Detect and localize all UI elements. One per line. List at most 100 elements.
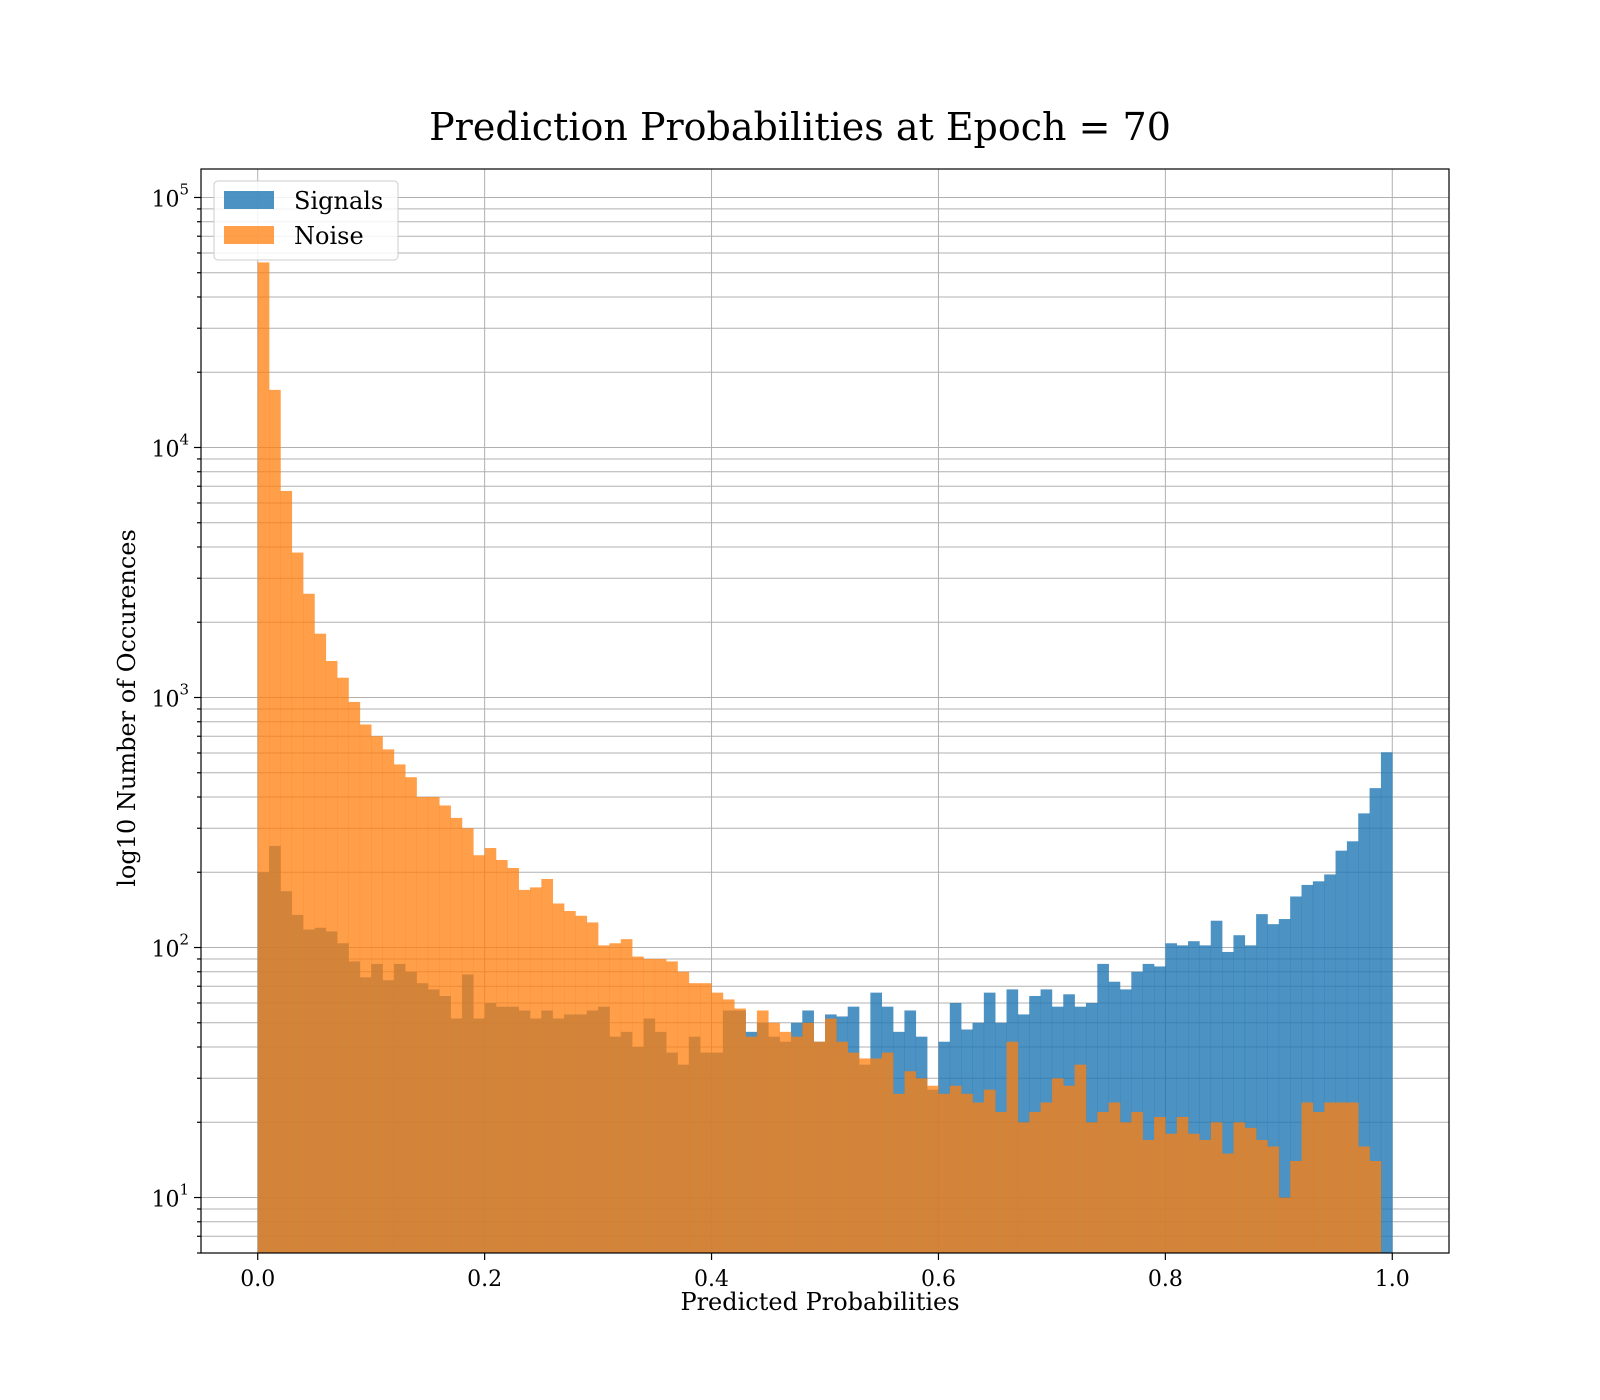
bar-signals	[1335, 850, 1348, 1253]
bar-noise	[972, 1102, 985, 1253]
bar-noise	[1199, 1139, 1212, 1253]
series-noise	[257, 262, 1382, 1254]
bar-noise	[1301, 1102, 1314, 1253]
bar-noise	[802, 1022, 814, 1253]
bar-signals	[1199, 945, 1212, 1253]
bar-noise	[1119, 1122, 1132, 1253]
bar-noise	[1097, 1111, 1109, 1253]
bar-noise	[609, 943, 622, 1253]
bar-noise	[1029, 1111, 1041, 1253]
bar-noise	[484, 848, 497, 1253]
bar-noise	[1335, 1102, 1348, 1253]
bar-signals	[1267, 924, 1280, 1253]
bar-noise	[269, 389, 281, 1254]
bar-noise	[473, 855, 485, 1253]
bar-noise	[1324, 1102, 1336, 1253]
bar-signals	[1256, 914, 1268, 1253]
bar-noise	[825, 1018, 837, 1253]
bar-noise	[1267, 1146, 1280, 1253]
bar-noise	[722, 999, 735, 1253]
bar-signals	[1244, 945, 1257, 1253]
bar-noise	[1085, 1122, 1098, 1253]
bar-noise	[893, 1093, 905, 1253]
bar-noise	[314, 633, 327, 1253]
bar-noise	[677, 971, 690, 1253]
bar-signals	[1290, 896, 1302, 1253]
bar-signals	[1380, 752, 1393, 1253]
bar-signals	[1312, 881, 1325, 1253]
bar-noise	[1256, 1139, 1268, 1253]
bar-noise	[348, 701, 361, 1253]
bar-noise	[325, 660, 338, 1253]
bar-noise	[1040, 1102, 1053, 1253]
bar-noise	[382, 749, 395, 1253]
bar-noise	[359, 724, 372, 1253]
bar-noise	[507, 868, 519, 1253]
bar-noise	[1233, 1122, 1246, 1253]
bar-signals	[1119, 989, 1132, 1253]
bar-noise	[495, 859, 508, 1253]
bar-noise	[700, 983, 712, 1253]
bar-noise	[575, 915, 588, 1253]
bar-noise	[1358, 1146, 1370, 1253]
bar-noise	[427, 797, 440, 1253]
bar-signals	[1188, 941, 1200, 1253]
bar-noise	[1176, 1116, 1189, 1253]
bar-noise	[518, 889, 531, 1253]
bar-signals	[1165, 943, 1178, 1253]
bar-noise	[598, 945, 610, 1253]
x-tick-label: 0.4	[694, 1267, 729, 1292]
bar-noise	[586, 922, 599, 1253]
histogram-bars	[257, 262, 1393, 1254]
x-tick-label: 0.0	[240, 1267, 275, 1292]
bar-noise	[337, 677, 349, 1253]
y-tick-label: 105	[151, 180, 189, 212]
bar-noise	[813, 1041, 826, 1253]
bar-noise	[643, 958, 656, 1253]
bar-noise	[620, 939, 633, 1253]
bar-signals	[1176, 945, 1189, 1253]
legend-label-signals: Signals	[294, 187, 383, 215]
chart-title: Prediction Probabilities at Epoch = 70	[429, 105, 1171, 149]
bar-noise	[756, 1010, 769, 1253]
bar-noise	[1188, 1133, 1200, 1253]
bar-noise	[450, 817, 463, 1253]
bar-noise	[711, 992, 724, 1253]
bar-noise	[915, 1078, 928, 1253]
legend-swatch-signals	[224, 191, 274, 209]
plot-frame	[200, 168, 1450, 1254]
bar-signals	[1346, 841, 1359, 1253]
bar-signals	[1154, 966, 1166, 1253]
y-tick-label: 101	[151, 1181, 189, 1213]
bar-noise	[938, 1093, 951, 1253]
legend-label-noise: Noise	[294, 222, 364, 250]
bar-noise	[1222, 1153, 1234, 1253]
y-tick-label: 102	[151, 931, 189, 963]
bar-noise	[280, 490, 293, 1254]
bar-noise	[790, 1036, 803, 1253]
bar-signals	[1233, 935, 1246, 1253]
bar-noise	[745, 1036, 758, 1253]
bar-noise	[768, 1022, 780, 1253]
bar-noise	[1051, 1078, 1064, 1253]
bar-noise	[1142, 1139, 1155, 1253]
bar-noise	[541, 878, 554, 1253]
bar-noise	[847, 1052, 860, 1253]
bar-noise	[291, 552, 304, 1253]
bar-noise	[439, 805, 451, 1253]
bar-noise	[983, 1089, 996, 1253]
x-axis-label: Predicted Probabilities	[680, 1288, 959, 1316]
bar-noise	[1165, 1133, 1178, 1253]
bar-noise	[1244, 1127, 1257, 1253]
bar-signals	[1210, 920, 1223, 1253]
y-tick-label: 104	[151, 430, 189, 462]
bar-noise	[881, 1052, 894, 1253]
y-tick-label: 103	[151, 681, 189, 713]
bar-noise	[1108, 1102, 1121, 1253]
bar-noise	[688, 983, 701, 1253]
bar-noise	[1154, 1116, 1166, 1253]
bar-noise	[1006, 1041, 1019, 1253]
x-tick-label: 0.2	[467, 1267, 502, 1292]
bar-noise	[779, 1031, 792, 1253]
bar-noise	[995, 1111, 1007, 1253]
